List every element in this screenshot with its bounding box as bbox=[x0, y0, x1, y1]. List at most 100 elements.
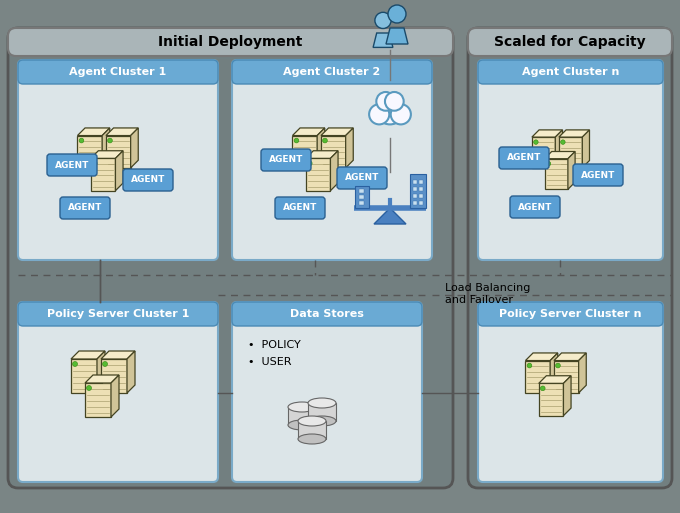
Polygon shape bbox=[78, 128, 109, 135]
Circle shape bbox=[546, 162, 551, 166]
FancyBboxPatch shape bbox=[526, 361, 550, 393]
Text: Policy Server Cluster 1: Policy Server Cluster 1 bbox=[47, 309, 189, 319]
Polygon shape bbox=[106, 128, 138, 135]
Text: AGENT: AGENT bbox=[581, 170, 615, 180]
Polygon shape bbox=[582, 130, 590, 168]
Text: Scaled for Capacity: Scaled for Capacity bbox=[494, 35, 646, 49]
Circle shape bbox=[527, 363, 532, 368]
Text: Agent Cluster 2: Agent Cluster 2 bbox=[284, 67, 381, 77]
Circle shape bbox=[385, 92, 404, 111]
Text: Load Balancing
and Failover: Load Balancing and Failover bbox=[445, 283, 530, 305]
Ellipse shape bbox=[308, 416, 336, 426]
Circle shape bbox=[79, 138, 84, 143]
Bar bbox=[413, 194, 417, 198]
Text: Agent Cluster 1: Agent Cluster 1 bbox=[69, 67, 167, 77]
Bar bbox=[419, 187, 423, 191]
Text: •  USER: • USER bbox=[248, 357, 292, 367]
Polygon shape bbox=[564, 376, 571, 416]
Circle shape bbox=[103, 362, 107, 366]
Polygon shape bbox=[545, 151, 575, 159]
FancyBboxPatch shape bbox=[539, 383, 564, 416]
Text: •  POLICY: • POLICY bbox=[248, 340, 301, 350]
FancyBboxPatch shape bbox=[532, 137, 556, 168]
FancyBboxPatch shape bbox=[232, 302, 422, 482]
Text: AGENT: AGENT bbox=[507, 153, 541, 163]
FancyBboxPatch shape bbox=[559, 137, 582, 168]
Polygon shape bbox=[539, 376, 571, 383]
Circle shape bbox=[369, 104, 389, 124]
Polygon shape bbox=[71, 351, 105, 359]
Polygon shape bbox=[317, 128, 325, 168]
Circle shape bbox=[322, 138, 327, 143]
Polygon shape bbox=[321, 128, 353, 135]
FancyBboxPatch shape bbox=[478, 60, 663, 260]
Polygon shape bbox=[102, 128, 109, 168]
Circle shape bbox=[375, 12, 391, 29]
FancyBboxPatch shape bbox=[478, 302, 663, 482]
FancyBboxPatch shape bbox=[306, 159, 330, 191]
FancyBboxPatch shape bbox=[573, 164, 623, 186]
Bar bbox=[355, 186, 369, 208]
FancyBboxPatch shape bbox=[232, 60, 432, 260]
Polygon shape bbox=[386, 28, 408, 44]
Polygon shape bbox=[127, 351, 135, 393]
FancyBboxPatch shape bbox=[510, 196, 560, 218]
Text: AGENT: AGENT bbox=[517, 203, 552, 211]
Polygon shape bbox=[131, 128, 138, 168]
Polygon shape bbox=[97, 351, 105, 393]
Ellipse shape bbox=[298, 434, 326, 444]
Polygon shape bbox=[526, 353, 558, 361]
FancyBboxPatch shape bbox=[321, 135, 345, 168]
Polygon shape bbox=[373, 33, 393, 47]
FancyBboxPatch shape bbox=[275, 197, 325, 219]
Circle shape bbox=[556, 363, 560, 368]
Polygon shape bbox=[579, 353, 586, 393]
Text: Initial Deployment: Initial Deployment bbox=[158, 35, 303, 49]
Ellipse shape bbox=[288, 420, 316, 430]
Polygon shape bbox=[374, 208, 406, 224]
Bar bbox=[359, 195, 364, 199]
Bar bbox=[410, 174, 426, 208]
Circle shape bbox=[92, 161, 97, 166]
Bar bbox=[413, 201, 417, 205]
Circle shape bbox=[534, 140, 538, 144]
Polygon shape bbox=[111, 375, 119, 417]
Bar bbox=[288, 407, 316, 425]
FancyBboxPatch shape bbox=[232, 302, 422, 326]
Circle shape bbox=[541, 386, 545, 391]
FancyBboxPatch shape bbox=[545, 159, 568, 189]
Circle shape bbox=[86, 385, 92, 390]
Text: AGENT: AGENT bbox=[269, 155, 303, 165]
Text: Agent Cluster n: Agent Cluster n bbox=[522, 67, 619, 77]
Bar bbox=[359, 201, 364, 205]
FancyBboxPatch shape bbox=[18, 60, 218, 84]
FancyBboxPatch shape bbox=[18, 302, 218, 326]
Ellipse shape bbox=[288, 402, 316, 412]
FancyBboxPatch shape bbox=[90, 159, 116, 191]
Text: AGENT: AGENT bbox=[131, 175, 165, 185]
Circle shape bbox=[73, 362, 78, 366]
Circle shape bbox=[107, 138, 112, 143]
FancyBboxPatch shape bbox=[478, 60, 663, 84]
FancyBboxPatch shape bbox=[337, 167, 387, 189]
FancyBboxPatch shape bbox=[101, 359, 127, 393]
FancyBboxPatch shape bbox=[261, 149, 311, 171]
Bar bbox=[298, 421, 326, 439]
Polygon shape bbox=[550, 353, 558, 393]
Polygon shape bbox=[554, 353, 586, 361]
Circle shape bbox=[388, 5, 406, 23]
Polygon shape bbox=[85, 375, 119, 383]
Text: AGENT: AGENT bbox=[68, 204, 102, 212]
FancyBboxPatch shape bbox=[123, 169, 173, 191]
FancyBboxPatch shape bbox=[8, 28, 453, 56]
Bar bbox=[359, 189, 364, 193]
Circle shape bbox=[391, 104, 411, 124]
Bar bbox=[413, 180, 417, 184]
Text: AGENT: AGENT bbox=[55, 161, 89, 169]
FancyBboxPatch shape bbox=[468, 28, 672, 56]
FancyBboxPatch shape bbox=[18, 60, 218, 260]
Polygon shape bbox=[116, 151, 123, 191]
FancyBboxPatch shape bbox=[47, 154, 97, 176]
Bar bbox=[308, 403, 336, 421]
Bar bbox=[419, 201, 423, 205]
